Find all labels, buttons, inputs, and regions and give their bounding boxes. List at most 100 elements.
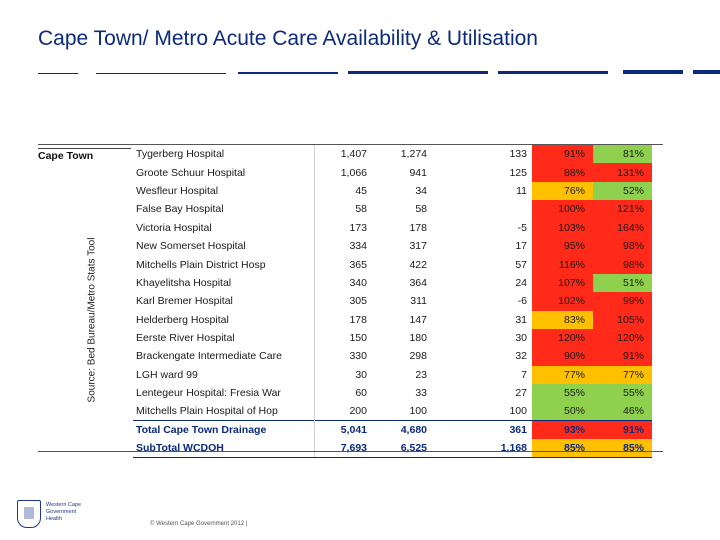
beds-available-cell: 7,693 bbox=[314, 439, 370, 459]
utilisation-pct-cell: 50% bbox=[532, 402, 593, 421]
hospital-name-cell: LGH ward 99 bbox=[133, 365, 315, 385]
utilisation-pct-cell: 55% bbox=[532, 384, 593, 403]
title-divider bbox=[38, 70, 720, 75]
logo-text: Western Cape Government Health bbox=[46, 502, 82, 522]
beds-difference-cell: 125 bbox=[509, 166, 527, 179]
beds-difference-cell: -5 bbox=[517, 221, 527, 234]
beds-difference-cell: 361 bbox=[430, 420, 532, 440]
hospital-name-cell: Eerste River Hospital bbox=[133, 328, 315, 348]
source-label: Source: Bed Bureau/Metro Stats Tool bbox=[86, 237, 98, 403]
table-row: Wesfleur Hospital 45 34 11 76% 52% bbox=[133, 181, 652, 201]
utilisation-pct-cell: 91% bbox=[532, 145, 593, 164]
beds-difference-cell: 31 bbox=[515, 313, 527, 326]
subtotal-row: SubTotal WCDOH 7,693 6,525 1,168 85% 85% bbox=[133, 439, 652, 459]
table-row: Lentegeur Hospital: Fresia War 60 33 27 55% 5… bbox=[133, 384, 652, 403]
hospital-name-cell: Karl Bremer Hospital bbox=[133, 292, 315, 311]
hospital-name-cell: Helderberg Hospital bbox=[133, 310, 315, 329]
table-row: Brackengate Intermediate Care 330 298 32 90%… bbox=[133, 347, 652, 366]
beds-available-cell: 334 bbox=[349, 240, 367, 253]
beds-used-cell: 58 bbox=[415, 203, 427, 216]
beds-available-cell: 5,041 bbox=[314, 420, 370, 440]
utilisation-pct-cell: 100% bbox=[532, 200, 593, 219]
table-row: New Somerset Hospital 334 317 17 95% 98% bbox=[133, 236, 652, 256]
utilisation-pct-2-cell: 98% bbox=[593, 255, 652, 274]
beds-used-cell: 180 bbox=[409, 332, 427, 345]
utilisation-pct-cell: 107% bbox=[532, 273, 593, 293]
beds-available-cell: 200 bbox=[349, 405, 367, 418]
beds-used-cell: 178 bbox=[409, 221, 427, 234]
hospital-name-cell: Total Cape Town Drainage bbox=[133, 420, 315, 440]
beds-difference-cell: 133 bbox=[509, 148, 527, 161]
beds-used-cell: 422 bbox=[409, 258, 427, 271]
beds-used-cell: 941 bbox=[409, 166, 427, 179]
hospital-name-cell: Groote Schuur Hospital bbox=[133, 163, 315, 182]
beds-available-cell: 365 bbox=[349, 258, 367, 271]
beds-available-cell: 45 bbox=[355, 184, 367, 197]
bed-utilisation-table: Tygerberg Hospital 1,407 1,274 133 91% 81% Gro… bbox=[133, 145, 652, 459]
beds-difference-cell: 11 bbox=[516, 184, 527, 197]
beds-difference-cell: 1,168 bbox=[430, 439, 532, 459]
table-row: Tygerberg Hospital 1,407 1,274 133 91% 81% bbox=[133, 145, 652, 164]
beds-used-cell: 33 bbox=[415, 387, 427, 400]
beds-available-cell: 1,066 bbox=[340, 166, 367, 179]
table-row: Helderberg Hospital 178 147 31 83% 105% bbox=[133, 310, 652, 329]
utilisation-pct-2-cell: 98% bbox=[593, 236, 652, 256]
hospital-name-cell: Tygerberg Hospital bbox=[133, 145, 315, 164]
beds-available-cell: 330 bbox=[349, 350, 367, 363]
utilisation-pct-2-cell: 51% bbox=[593, 273, 652, 293]
utilisation-pct-cell: 88% bbox=[532, 163, 593, 182]
utilisation-pct-2-cell: 99% bbox=[593, 292, 652, 311]
utilisation-pct-cell: 90% bbox=[532, 347, 593, 366]
table-row: Mitchells Plain District Hosp 365 422 57 116… bbox=[133, 255, 652, 274]
hospital-name-cell: Mitchells Plain Hospital of Hop bbox=[133, 402, 315, 421]
utilisation-pct-2-cell: 164% bbox=[593, 218, 652, 237]
beds-difference-cell: 27 bbox=[515, 387, 527, 400]
beds-used-cell: 364 bbox=[409, 276, 427, 289]
hospital-name-cell: SubTotal WCDOH bbox=[133, 439, 315, 459]
utilisation-pct-cell: 103% bbox=[532, 218, 593, 237]
utilisation-pct-cell: 95% bbox=[532, 236, 593, 256]
beds-used-cell: 4,680 bbox=[370, 420, 430, 440]
utilisation-pct-2-cell: 121% bbox=[593, 200, 652, 219]
beds-difference-cell: 7 bbox=[521, 368, 527, 381]
table-row: Groote Schuur Hospital 1,066 941 125 88% 131% bbox=[133, 163, 652, 182]
beds-used-cell: 100 bbox=[409, 405, 427, 418]
hospital-name-cell: Mitchells Plain District Hosp bbox=[133, 255, 315, 274]
table-row: False Bay Hospital 58 58 100% 121% bbox=[133, 200, 652, 219]
region-label: Cape Town bbox=[38, 148, 131, 162]
hospital-name-cell: Khayelitsha Hospital bbox=[133, 273, 315, 293]
hospital-name-cell: Lentegeur Hospital: Fresia War bbox=[133, 384, 315, 403]
utilisation-pct-cell: 102% bbox=[532, 292, 593, 311]
table-row: Victoria Hospital 173 178 -5 103% 164% bbox=[133, 218, 652, 237]
utilisation-pct-2-cell: 91% bbox=[593, 420, 652, 440]
beds-available-cell: 150 bbox=[349, 332, 367, 345]
utilisation-pct-cell: 120% bbox=[532, 328, 593, 348]
hospital-name-cell: False Bay Hospital bbox=[133, 200, 315, 219]
utilisation-pct-2-cell: 120% bbox=[593, 328, 652, 348]
beds-used-cell: 317 bbox=[409, 240, 427, 253]
hospital-name-cell: Brackengate Intermediate Care bbox=[133, 347, 315, 366]
beds-available-cell: 173 bbox=[349, 221, 367, 234]
beds-used-cell: 6,525 bbox=[370, 439, 430, 459]
table-row: Khayelitsha Hospital 340 364 24 107% 51% bbox=[133, 273, 652, 293]
beds-difference-cell: -6 bbox=[517, 295, 527, 308]
utilisation-pct-2-cell: 105% bbox=[593, 310, 652, 329]
beds-used-cell: 23 bbox=[415, 368, 427, 381]
beds-available-cell: 178 bbox=[349, 313, 367, 326]
beds-difference-cell: 17 bbox=[515, 240, 527, 253]
beds-difference-cell: 100 bbox=[509, 405, 527, 418]
table-top-border bbox=[38, 144, 663, 145]
utilisation-pct-cell: 83% bbox=[532, 310, 593, 329]
table-row: LGH ward 99 30 23 7 77% 77% bbox=[133, 365, 652, 385]
beds-used-cell: 1,274 bbox=[400, 148, 427, 161]
beds-available-cell: 305 bbox=[349, 295, 367, 308]
beds-difference-cell: 32 bbox=[515, 350, 527, 363]
utilisation-pct-cell: 116% bbox=[532, 255, 593, 274]
page-title: Cape Town/ Metro Acute Care Availability… bbox=[38, 27, 538, 50]
table-row: Mitchells Plain Hospital of Hop 200 100 100… bbox=[133, 402, 652, 421]
utilisation-pct-2-cell: 91% bbox=[593, 347, 652, 366]
beds-available-cell: 340 bbox=[349, 276, 367, 289]
beds-used-cell: 311 bbox=[410, 295, 427, 308]
beds-used-cell: 147 bbox=[409, 313, 427, 326]
utilisation-pct-cell: 76% bbox=[532, 181, 593, 201]
